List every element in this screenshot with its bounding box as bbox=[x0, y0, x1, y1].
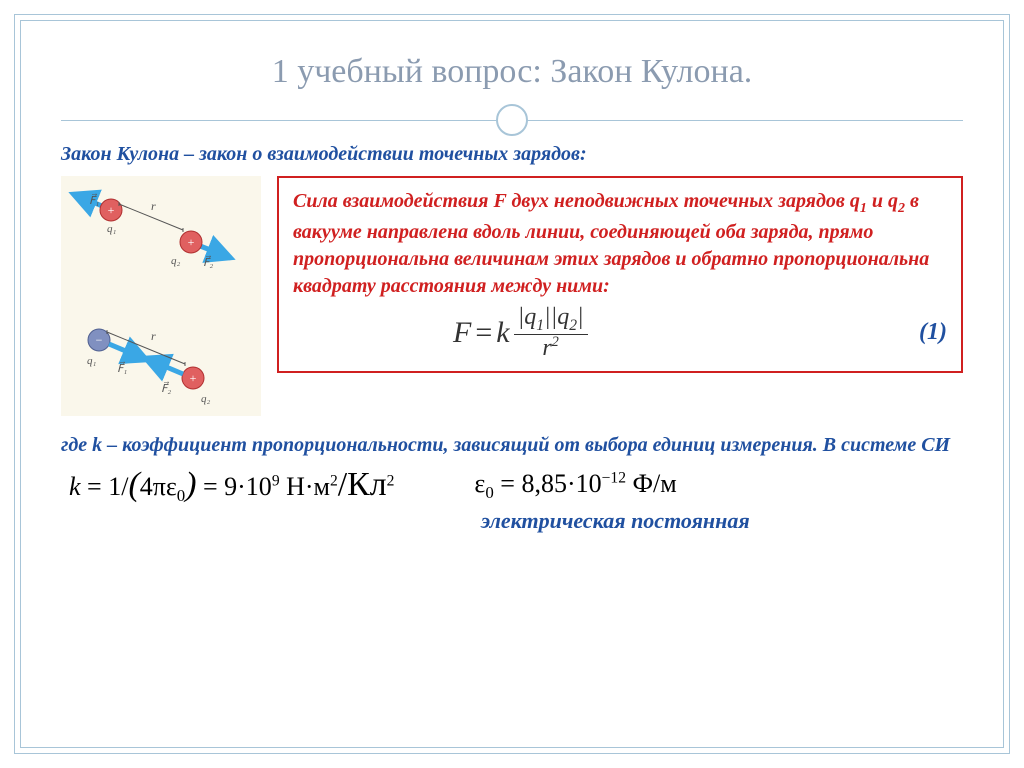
svg-text:+: + bbox=[108, 203, 115, 217]
sym-r: r bbox=[542, 335, 551, 361]
svg-text:q₁: q₁ bbox=[107, 223, 117, 235]
q2sub: 2 bbox=[569, 317, 577, 334]
electric-constant-label: электрическая постоянная bbox=[481, 508, 963, 534]
svg-text:F⃗₂: F⃗₂ bbox=[203, 255, 213, 269]
sub1: 1 bbox=[860, 201, 867, 216]
svg-text:F⃗₂: F⃗₂ bbox=[161, 381, 171, 395]
eps-formula: ε0 = 8,85·10−12 Ф/м bbox=[474, 469, 676, 503]
kf-9: 9 bbox=[272, 472, 280, 489]
kf-eq: = 1/ bbox=[87, 472, 128, 501]
sym-F: F bbox=[453, 316, 471, 350]
law-statement-box: Сила взаимодействия F двух неподвижных т… bbox=[277, 176, 963, 373]
kf-lp: ( bbox=[128, 466, 139, 503]
definition-line: Закон Кулона – закон о взаимодействии то… bbox=[61, 143, 963, 166]
law-part2: и q bbox=[867, 190, 898, 212]
svg-text:r: r bbox=[151, 199, 156, 213]
svg-text:q₂: q₂ bbox=[201, 393, 211, 405]
sym-eq: = bbox=[475, 316, 492, 350]
kf-k: k bbox=[69, 472, 81, 501]
kf-sq2: 2 bbox=[387, 472, 395, 489]
slide-content: 1 учебный вопрос: Закон Кулона. Закон Ку… bbox=[21, 21, 1003, 747]
ef-u: Ф/м bbox=[626, 469, 677, 498]
kf-val: = 9·10 bbox=[203, 472, 272, 501]
denominator: r2 bbox=[538, 335, 563, 361]
kf-u1: Н·м bbox=[286, 472, 330, 501]
charge-diagram: + F⃗₁ q₁ + q₂ F⃗₂ r − q₁ F⃗₁ + bbox=[61, 176, 261, 416]
numerator: |q1||q2| bbox=[514, 304, 588, 335]
svg-text:+: + bbox=[190, 371, 197, 385]
fraction: |q1||q2| r2 bbox=[514, 304, 588, 361]
kf-per: /Кл bbox=[338, 466, 387, 503]
constants-row: k = 1/(4πε0) = 9·109 Н·м2/Кл2 ε0 = 8,85·… bbox=[61, 466, 963, 506]
kf-rp: ) bbox=[185, 466, 196, 503]
sym-k: k bbox=[496, 316, 509, 350]
k-formula: k = 1/(4πε0) = 9·109 Н·м2/Кл2 bbox=[69, 466, 394, 506]
svg-text:r: r bbox=[151, 329, 156, 343]
kf-zero: 0 bbox=[177, 486, 185, 505]
where-line: где k – коэффициент пропорциональности, … bbox=[61, 432, 963, 458]
svg-text:q₂: q₂ bbox=[171, 255, 181, 267]
kf-eps: ε bbox=[166, 472, 177, 501]
svg-text:F⃗₁: F⃗₁ bbox=[89, 193, 99, 207]
ef-0: 0 bbox=[485, 483, 493, 502]
ef-eq: = 8,85·10 bbox=[494, 469, 602, 498]
coulomb-formula: F = k |q1||q2| r2 bbox=[453, 304, 588, 361]
svg-text:−: − bbox=[96, 333, 103, 347]
kf-4pi: 4π bbox=[140, 472, 166, 501]
svg-text:+: + bbox=[188, 235, 195, 249]
main-formula-row: F = k |q1||q2| r2 (1) bbox=[293, 304, 947, 361]
equation-number: (1) bbox=[919, 319, 947, 346]
page-title: 1 учебный вопрос: Закон Кулона. bbox=[61, 53, 963, 91]
q1: q bbox=[524, 304, 536, 330]
ef-n12: −12 bbox=[602, 469, 626, 486]
divider bbox=[61, 105, 963, 135]
q1sub: 1 bbox=[536, 317, 544, 334]
kf-sq: 2 bbox=[330, 472, 338, 489]
sq: 2 bbox=[552, 334, 559, 350]
law-part1: Сила взаимодействия F двух неподвижных т… bbox=[293, 190, 860, 212]
svg-text:q₁: q₁ bbox=[87, 355, 97, 367]
law-text: Сила взаимодействия F двух неподвижных т… bbox=[293, 188, 947, 300]
main-row: + F⃗₁ q₁ + q₂ F⃗₂ r − q₁ F⃗₁ + bbox=[61, 176, 963, 416]
q2: q bbox=[557, 304, 569, 330]
ef-eps: ε bbox=[474, 469, 485, 498]
sub2: 2 bbox=[898, 201, 905, 216]
svg-text:F⃗₁: F⃗₁ bbox=[117, 361, 127, 375]
